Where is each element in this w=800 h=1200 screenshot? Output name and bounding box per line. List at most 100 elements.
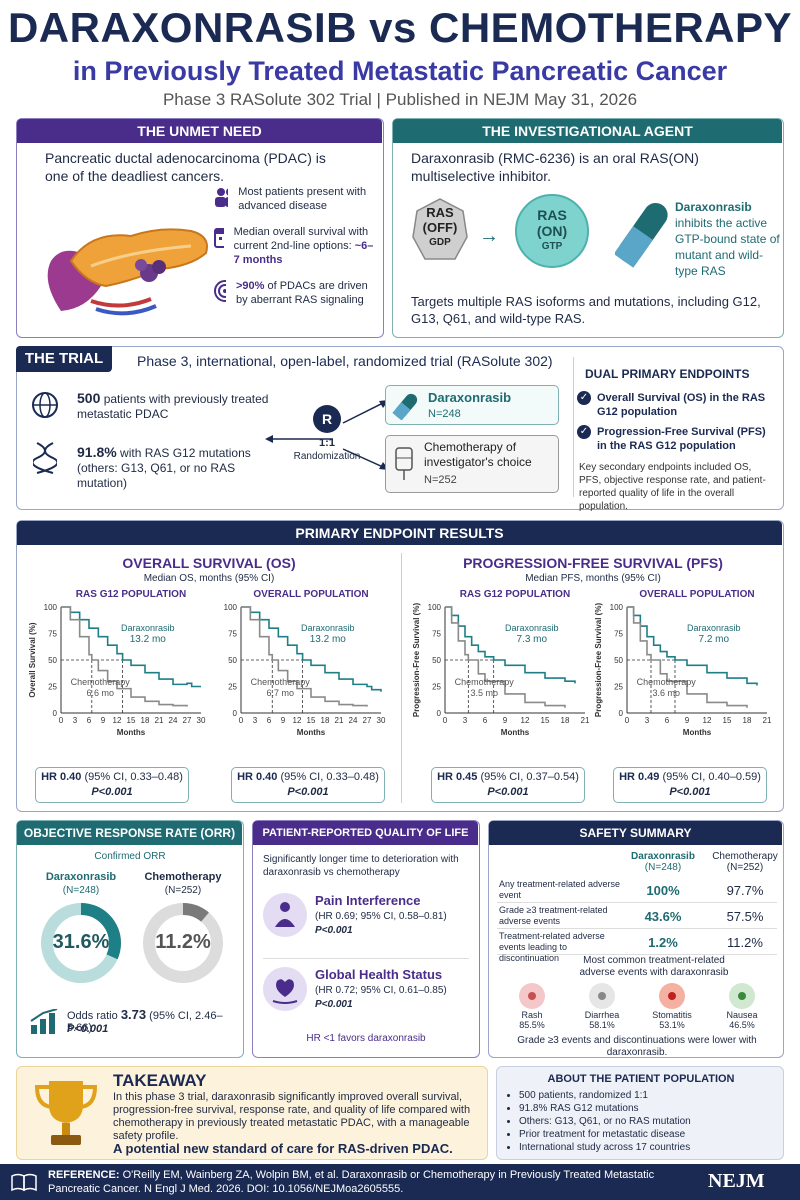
agent-intro: Daraxonrasib (RMC-6236) is an oral RAS(O…: [411, 150, 699, 184]
unmet-need-title: THE UNMET NEED: [17, 119, 382, 143]
chemo-series-label: Chemotherapy: [455, 677, 515, 687]
safety-row-chemo: 97.7%: [726, 883, 764, 898]
x-tick-label: 12: [293, 716, 302, 725]
unmet-item: Median overall survival with current 2nd…: [213, 225, 378, 267]
book-icon: [11, 1173, 37, 1192]
x-tick-label: 15: [541, 716, 550, 725]
ae-name: Diarrhea: [584, 1010, 620, 1020]
icon-detail: [668, 992, 676, 1000]
y-tick-label: 50: [48, 656, 57, 665]
y-tick-label: 75: [614, 630, 623, 639]
ae-name: Rash: [521, 1010, 543, 1020]
qol-item: Pain Interference (HR 0.69; 95% CI, 0.58…: [263, 885, 469, 959]
x-tick-label: 12: [521, 716, 530, 725]
y-axis-label: Progression-Free Survival (%): [594, 603, 603, 718]
drug-desc: Daraxonrasib inhibits the active GTP-bou…: [675, 199, 781, 279]
people-icon: [215, 188, 229, 207]
safety-row-label: Any treatment-related adverse event: [499, 879, 621, 900]
drug-median-label: 13.2 mo: [310, 634, 347, 645]
ae-value: 58.1%: [589, 1020, 615, 1030]
orr-drug-label: Daraxonrasib: [45, 871, 117, 883]
chemo-median-label: 6.7 mo: [266, 688, 294, 698]
safety-row-label: Grade ≥3 treatment-related adverse event…: [499, 905, 608, 926]
randomize-badge: R: [313, 405, 341, 433]
trial-g12: 91.8% with RAS G12 mutations (others: G1…: [77, 445, 287, 491]
check-icon: ✓: [577, 391, 591, 405]
orr-chemo-arc: [143, 903, 223, 983]
x-tick-label: 24: [169, 716, 178, 725]
drug-series-label: Daraxonrasib: [301, 623, 355, 633]
km-title: OVERALL POPULATION: [253, 589, 368, 600]
patients-text: patients with previously treated metasta…: [77, 392, 269, 421]
ae-name: Nausea: [726, 1010, 758, 1020]
page-meta: Phase 3 RASolute 302 Trial | Published i…: [162, 90, 638, 109]
safety-row-drug: 43.6%: [644, 909, 682, 924]
hr-value: HR 0.49: [619, 771, 660, 783]
orr-donuts: [41, 903, 223, 983]
ras-on-shape: [515, 194, 589, 268]
ras-off-label: RAS (OFF) GDP: [411, 205, 469, 250]
y-tick-label: 50: [228, 656, 237, 665]
hr-ci: (95% CI, 0.37–0.54): [477, 771, 579, 783]
dna-icon: [33, 442, 57, 474]
journal-logo: NEJM: [708, 1170, 765, 1192]
y-tick-label: 0: [437, 709, 442, 718]
x-tick-label: 30: [197, 716, 206, 725]
x-axis-label: Months: [117, 728, 146, 737]
x-tick-label: 24: [349, 716, 358, 725]
x-tick-label: 30: [377, 716, 386, 725]
y-tick-label: 0: [233, 709, 238, 718]
y-axis-label: Overall Survival (%): [28, 622, 37, 697]
safety-row: Treatment-related adverse events leading…: [497, 929, 777, 963]
safety-row-drug: 1.2%: [648, 935, 678, 950]
col1-n: (N=248): [644, 862, 682, 873]
y-tick-label: 100: [428, 603, 442, 612]
arm-chemo-name: Chemotherapy of investigator's choice: [424, 440, 532, 469]
reference-label: REFERENCE:: [48, 1169, 120, 1181]
results-title: PRIMARY ENDPOINT RESULTS: [17, 521, 782, 545]
orr-card: OBJECTIVE RESPONSE RATE (ORR) Confirmed …: [16, 820, 244, 1058]
heart-hand-icon: [263, 967, 307, 1011]
drug-curve: [241, 606, 382, 692]
endpoint-item: ✓ Progression-Free Survival (PFS) in the …: [577, 425, 777, 453]
qol-title: PATIENT-REPORTED QUALITY OF LIFE: [253, 821, 478, 845]
chemo-median-label: 6.6 mo: [86, 688, 114, 698]
pain-icon: [263, 893, 307, 937]
unmet-item-text: Most patients present with advanced dise…: [238, 186, 367, 212]
patients-count: 500: [77, 390, 101, 406]
x-tick-label: 18: [743, 716, 752, 725]
common-ae-title: Most common treatment-related adverse ev…: [579, 955, 729, 978]
qol-card: PATIENT-REPORTED QUALITY OF LIFE Signifi…: [252, 820, 480, 1058]
qol-item-name: Pain Interference: [315, 893, 421, 908]
ae-name: Stomatitis: [652, 1010, 692, 1020]
hr-line: HR 0.40 (95% CI, 0.33–0.48): [36, 770, 188, 785]
orr-drug-n: (N=248): [62, 885, 100, 896]
km-title: OVERALL POPULATION: [639, 589, 754, 600]
qol-item: Global Health Status (HR 0.72; 95% CI, 0…: [263, 961, 469, 1031]
endpoint-text: Overall Survival (OS) in the RAS G12 pop…: [597, 392, 766, 418]
y-tick-label: 25: [228, 683, 237, 692]
x-tick-label: 0: [239, 716, 244, 725]
icon-detail: [528, 992, 536, 1000]
ras-on-label: RAS (ON) GTP: [513, 207, 591, 255]
ras-on-line: RAS: [537, 207, 567, 223]
ae-value: 53.1%: [659, 1020, 685, 1030]
chemo-series-label: Chemotherapy: [637, 677, 697, 687]
y-tick-label: 25: [432, 683, 441, 692]
endpoints-title: DUAL PRIMARY ENDPOINTS: [585, 367, 750, 381]
hr-ci: (95% CI, 0.40–0.59): [659, 771, 761, 783]
unmet-list: Most patients present with advanced dise…: [213, 185, 378, 307]
chemo-curve: [627, 606, 748, 708]
qol-intro: Significantly longer time to deteriorati…: [263, 854, 459, 878]
rash-icon: [519, 983, 545, 1009]
population-item: Others: G13, Q61, or no RAS mutation: [519, 1115, 779, 1128]
pfs-subtitle: Median PFS, months (95% CI): [525, 573, 661, 584]
endpoint-text: Progression-Free Survival (PFS) in the R…: [597, 426, 766, 452]
ratio: 1:1: [319, 437, 335, 449]
arm-chemo: Chemotherapy of investigator's choice N=…: [385, 435, 559, 493]
iv-bag-icon: [395, 447, 413, 480]
hr-line: HR 0.40 (95% CI, 0.33–0.48): [232, 770, 384, 785]
x-axis-label: Months: [683, 728, 712, 737]
